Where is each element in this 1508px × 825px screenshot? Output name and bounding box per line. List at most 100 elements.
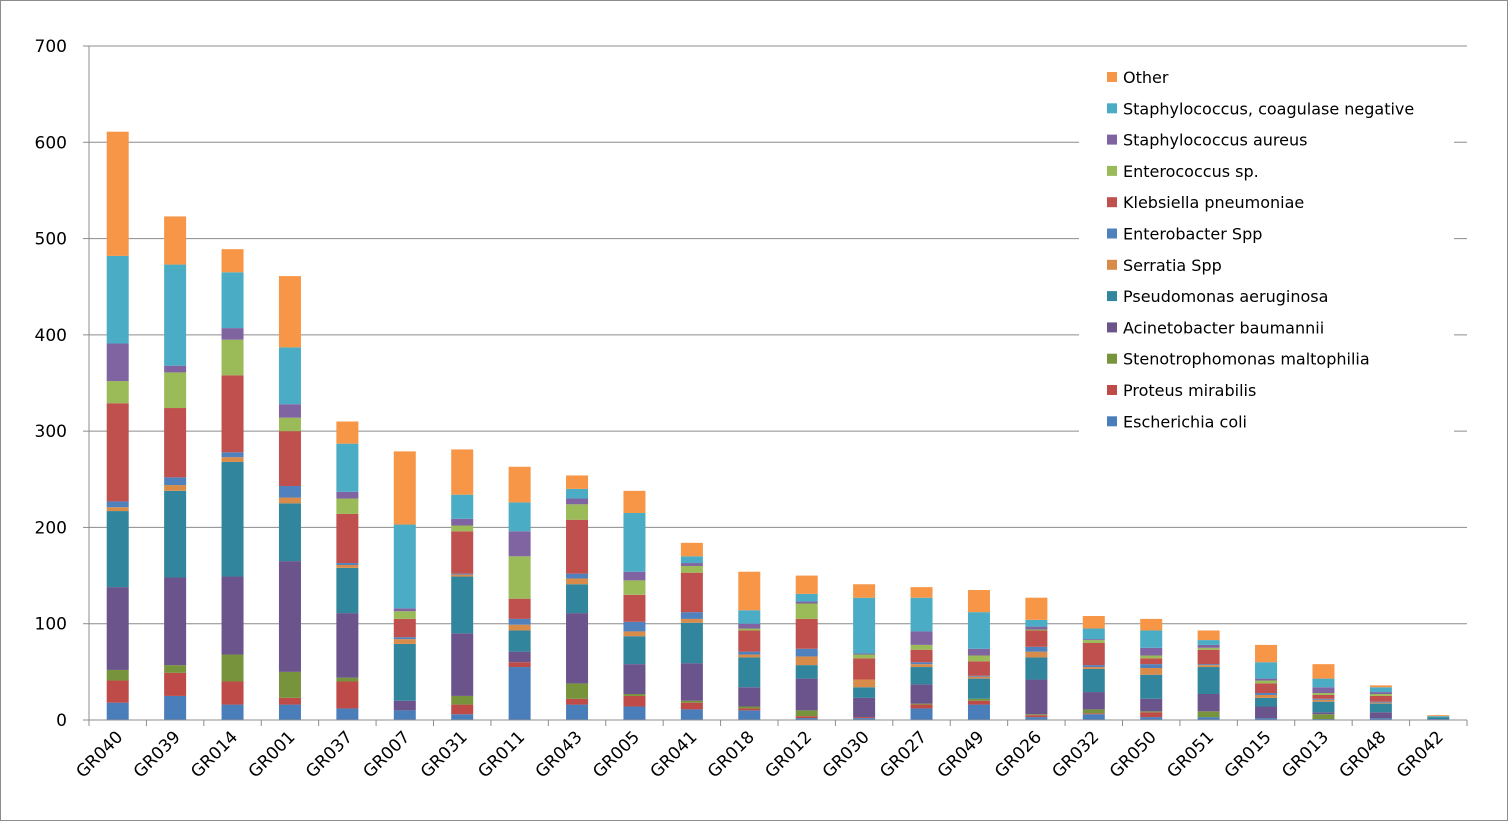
bar-segment: [967, 590, 990, 613]
bar-segment: [1197, 630, 1220, 641]
bar-segment: [566, 475, 589, 489]
bar-segment: [967, 612, 990, 649]
bar-segment: [1312, 699, 1335, 702]
bar-segment: [278, 276, 301, 348]
x-tick-label: GR032: [1049, 727, 1104, 782]
bar-segment: [221, 375, 244, 453]
bar-segment: [393, 637, 416, 640]
bar-segment: [1082, 642, 1105, 666]
bar-segment: [451, 449, 474, 495]
x-tick-label: GR048: [1336, 727, 1391, 782]
x-tick-label: GR042: [1393, 727, 1448, 782]
bar-segment: [164, 365, 187, 373]
bar-segment: [623, 706, 646, 720]
bar-segment: [451, 714, 474, 720]
bar-segment: [1025, 626, 1048, 630]
bar-segment: [1255, 644, 1278, 663]
bar-segment: [1255, 706, 1278, 719]
bar-segment: [967, 655, 990, 662]
bar-segment: [623, 631, 646, 637]
bar-segment: [278, 404, 301, 418]
bar-segment: [278, 497, 301, 504]
bar-segment: [106, 131, 129, 256]
bar-segment: [1312, 701, 1335, 713]
bar-segment: [1197, 664, 1220, 666]
bar-segment: [1197, 717, 1220, 720]
legend-label: Acinetobacter baumannii: [1123, 318, 1324, 337]
bar-segment: [451, 704, 474, 715]
bar-segment: [738, 623, 761, 629]
bar-segment: [221, 328, 244, 340]
bar-segment: [393, 611, 416, 619]
bar-segment: [1025, 714, 1048, 716]
bar-segment: [393, 608, 416, 612]
bar-segment: [1255, 680, 1278, 684]
x-tick-label: GR030: [819, 727, 874, 782]
legend-swatch: [1107, 103, 1117, 114]
x-tick-label: GR014: [187, 727, 242, 782]
bar-segment: [1197, 665, 1220, 668]
bar-segment: [451, 531, 474, 574]
bar-segment: [1140, 712, 1163, 718]
bar-segment: [1427, 716, 1450, 718]
legend-swatch: [1107, 228, 1117, 239]
bar-segment: [106, 501, 129, 508]
bar-segment: [1025, 630, 1048, 647]
legend-label: Serratia Spp: [1123, 256, 1222, 275]
bar-segment: [106, 381, 129, 404]
legend: Other Staphylococcus, coagulase negative S…: [1079, 61, 1454, 445]
bar-segment: [738, 687, 761, 707]
x-tick-label: GR026: [991, 727, 1046, 782]
bar-segment: [967, 648, 990, 656]
bar-segment: [221, 272, 244, 329]
bar-segment: [278, 431, 301, 487]
bar-segment: [1025, 717, 1048, 720]
bar-segment: [738, 628, 761, 631]
bar-segment: [164, 264, 187, 366]
x-tick-label: GR027: [876, 727, 931, 782]
bar-segment: [106, 680, 129, 703]
legend-swatch: [1107, 353, 1117, 364]
bar-segment: [1025, 651, 1048, 658]
x-tick-label: GR007: [360, 727, 415, 782]
bar-segment: [680, 702, 703, 710]
bar-segment: [680, 700, 703, 703]
bar-segment: [623, 571, 646, 581]
bar-segment: [451, 518, 474, 526]
bar-segment: [1140, 655, 1163, 659]
bar-segment: [336, 677, 359, 682]
bar-segment: [336, 708, 359, 720]
y-tick-label: 100: [35, 615, 67, 635]
bar-segment: [106, 343, 129, 382]
bar-segment: [910, 644, 933, 650]
bar-segment: [1140, 630, 1163, 648]
bar-segment: [967, 675, 990, 677]
bar-segment: [1255, 683, 1278, 694]
bar-segment: [795, 710, 818, 717]
bar-segment: [853, 653, 876, 655]
bar-segment: [336, 498, 359, 514]
bar-segment: [508, 651, 531, 663]
bar-segment: [508, 556, 531, 599]
bar-segment: [795, 648, 818, 657]
bar-segment: [795, 716, 818, 719]
bar-segment: [278, 417, 301, 432]
bar-segment: [1140, 664, 1163, 669]
bar-segment: [164, 485, 187, 491]
bar-segment: [1197, 640, 1220, 645]
bar-segment: [680, 612, 703, 619]
y-tick-label: 700: [35, 37, 67, 57]
bar-segment: [910, 597, 933, 632]
bar-segment: [1312, 698, 1335, 700]
y-tick-label: 300: [35, 422, 67, 442]
y-tick-label: 500: [35, 230, 67, 250]
bar-segment: [910, 649, 933, 663]
bar-segment: [164, 695, 187, 720]
bar-segment: [508, 598, 531, 619]
bar-segment: [1369, 687, 1392, 693]
bar-segment: [393, 643, 416, 701]
bar-segment: [680, 563, 703, 566]
x-tick-label: GR005: [589, 727, 644, 782]
bar-segment: [910, 703, 933, 705]
